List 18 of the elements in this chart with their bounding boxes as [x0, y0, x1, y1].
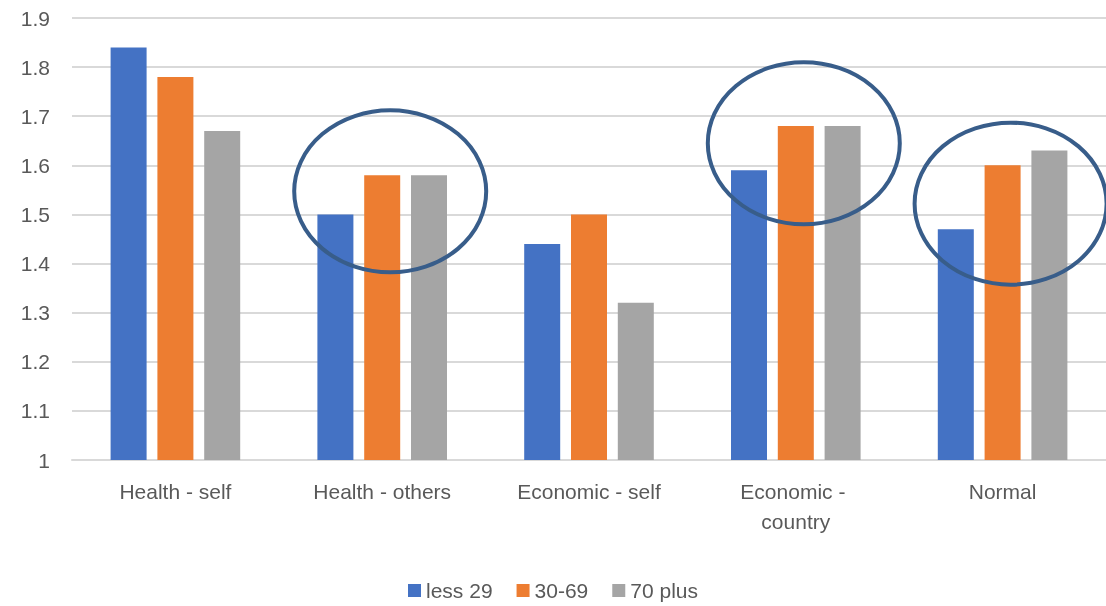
y-tick-label: 1.9	[20, 6, 50, 30]
x-tick-label: Health - others	[313, 479, 452, 503]
legend-label: less 29	[426, 579, 493, 602]
legend-label: 70 plus	[630, 579, 698, 602]
legend-label: 30-69	[534, 579, 589, 602]
x-tick-label: Health - self	[119, 479, 232, 503]
y-tick-label: 1.6	[20, 153, 50, 177]
y-tick-label: 1.7	[20, 104, 50, 128]
y-tick-label: 1.4	[20, 252, 51, 276]
y-tick-label: 1.1	[20, 399, 50, 423]
y-tick-label: 1.2	[20, 350, 50, 374]
y-tick-label: 1.8	[20, 55, 50, 79]
y-tick-label: 1.5	[20, 202, 50, 226]
x-tick-label: Normal	[968, 479, 1037, 503]
x-tick-label: Economic - country	[740, 479, 852, 533]
y-tick-label: 1.3	[20, 301, 50, 325]
x-tick-label: Economic - self	[517, 479, 661, 503]
y-tick-label: 1	[38, 448, 50, 472]
